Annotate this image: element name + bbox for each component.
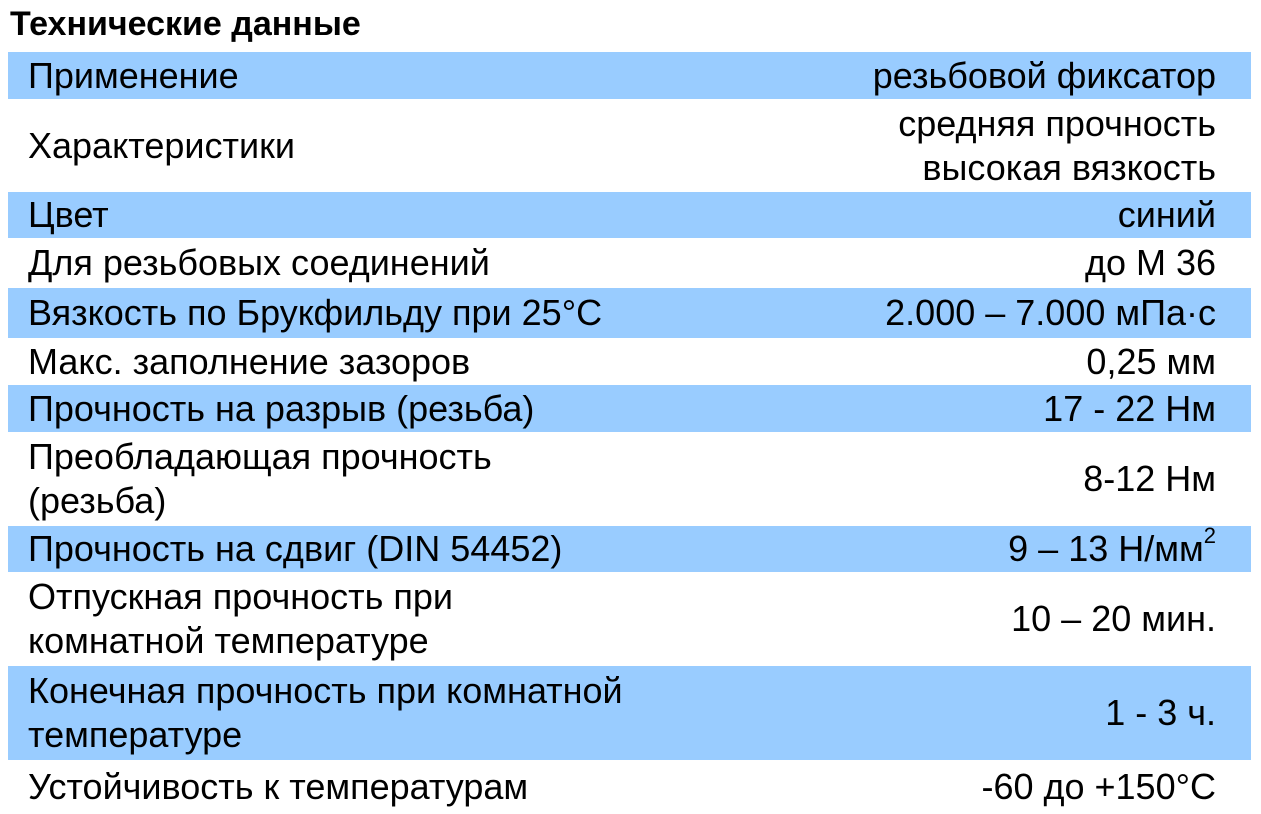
row-value: до М 36 bbox=[1085, 241, 1216, 285]
row-value-line: -60 до +150°C bbox=[981, 766, 1216, 807]
row-label: Устойчивость к температурам bbox=[28, 766, 529, 807]
row-value: резьбовой фиксатор bbox=[873, 54, 1216, 98]
row-value: 8-12 Нм bbox=[1083, 457, 1216, 501]
row-label: Вязкость по Брукфильду при 25°C bbox=[28, 292, 603, 333]
row-label: Для резьбовых соединений bbox=[28, 242, 490, 283]
row-value-line: до М 36 bbox=[1084, 242, 1216, 283]
row-value: средняя прочность высокая вязкость bbox=[898, 102, 1216, 190]
row-value: -60 до +150°C bbox=[981, 765, 1216, 809]
table-row: Для резьбовых соединений до М 36 bbox=[8, 238, 1251, 288]
row-label: Характеристики bbox=[28, 124, 295, 166]
row-value-line: синий bbox=[1117, 194, 1216, 235]
table-row: Вязкость по Брукфильду при 25°C 2.000 – 7… bbox=[8, 288, 1251, 338]
table-row: Цвет синий bbox=[8, 192, 1251, 238]
row-value-line: высокая вязкость bbox=[922, 146, 1216, 188]
row-label: Применение bbox=[28, 54, 239, 96]
row-value-line: 2.000 – 7.000 мПа·с bbox=[885, 292, 1216, 333]
row-label: Отпускная прочность при комнатной темпер… bbox=[28, 576, 454, 661]
row-value: синий bbox=[1118, 193, 1216, 237]
row-label: Цвет bbox=[28, 194, 109, 235]
row-value-line: 10 – 20 мин. bbox=[1011, 598, 1216, 639]
table-row: Преобладающая прочность (резьба) 8-12 Нм bbox=[8, 432, 1251, 526]
row-value: 2.000 – 7.000 мПа·с bbox=[885, 291, 1216, 335]
row-label: Макс. заполнение зазоров bbox=[28, 340, 471, 382]
row-value: 0,25 мм bbox=[1086, 340, 1216, 384]
row-value-line: 9 – 13 Н/мм2 bbox=[1008, 523, 1216, 570]
row-value-line: 1 - 3 ч. bbox=[1105, 692, 1216, 733]
table-row: Прочность на сдвиг (DIN 54452) 9 – 13 Н/м… bbox=[8, 523, 1251, 572]
row-label: Прочность на сдвиг (DIN 54452) bbox=[28, 528, 563, 569]
table-row: Конечная прочность при комнатной темпера… bbox=[8, 666, 1251, 760]
row-label: Прочность на разрыв (резьба) bbox=[28, 387, 535, 429]
row-label: Преобладающая прочность (резьба) bbox=[28, 436, 492, 521]
table-row: Устойчивость к температурам -60 до +150°C bbox=[8, 760, 1251, 814]
table-row: Характеристики средняя прочность высокая в… bbox=[8, 99, 1251, 192]
row-value: 9 – 13 Н/мм2 bbox=[1008, 523, 1216, 571]
section-title: Технические данные bbox=[10, 5, 361, 43]
table-row: Отпускная прочность при комнатной темпер… bbox=[8, 572, 1251, 666]
row-label: Конечная прочность при комнатной темпера… bbox=[28, 670, 623, 755]
row-value: 10 – 20 мин. bbox=[1011, 597, 1216, 641]
row-value-line: резьбовой фиксатор bbox=[872, 54, 1216, 96]
superscript: 2 bbox=[1203, 523, 1216, 548]
table-row: Прочность на разрыв (резьба) 17 - 22 Нм bbox=[8, 385, 1251, 432]
table-row: Макс. заполнение зазоров 0,25 мм bbox=[8, 338, 1251, 385]
table-row: Применение резьбовой фиксатор bbox=[8, 52, 1251, 99]
row-value: 1 - 3 ч. bbox=[1105, 691, 1216, 735]
row-value-line: 8-12 Нм bbox=[1083, 458, 1216, 499]
row-value-line: 0,25 мм bbox=[1086, 340, 1216, 382]
row-value-line: 17 - 22 Нм bbox=[1043, 387, 1216, 429]
row-value-line: средняя прочность bbox=[898, 102, 1216, 144]
row-value: 17 - 22 Нм bbox=[1043, 387, 1216, 431]
technical-data-table: Применение резьбовой фиксатор Характеристи… bbox=[8, 52, 1251, 814]
